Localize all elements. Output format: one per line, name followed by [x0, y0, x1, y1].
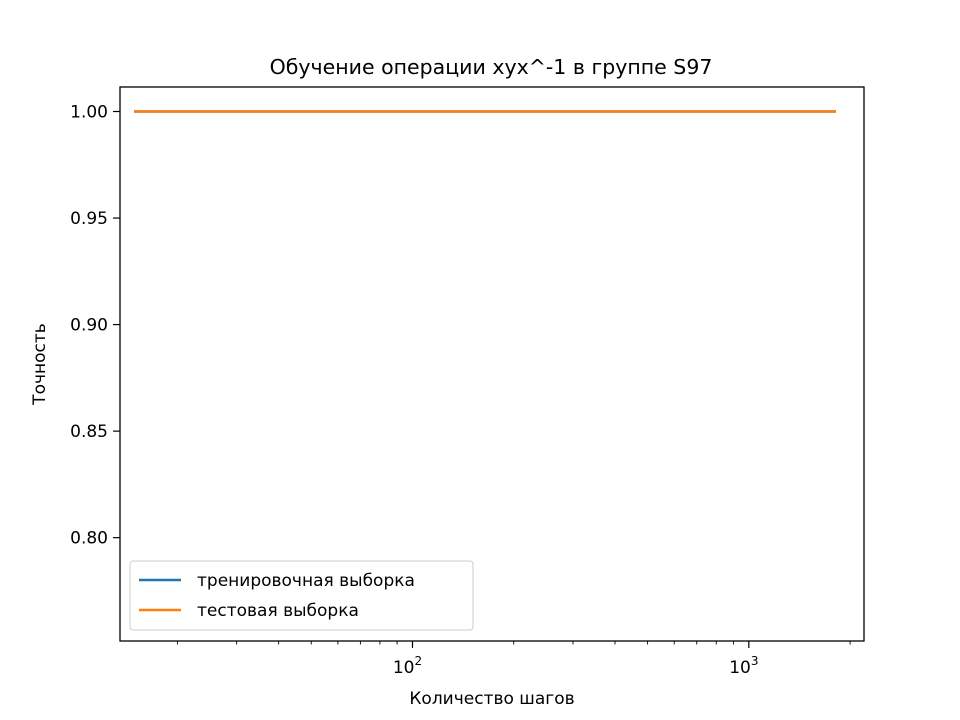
legend-label: тренировочная выборка [197, 571, 415, 591]
y-tick-label: 0.95 [70, 209, 108, 229]
y-tick-label: 0.80 [70, 529, 108, 549]
y-tick-label: 0.90 [70, 316, 108, 336]
legend: тренировочная выборка тестовая выборка [129, 560, 474, 631]
legend-box [129, 560, 474, 631]
legend-label: тестовая выборка [197, 601, 359, 621]
y-tick-label: 0.85 [70, 422, 108, 442]
x-axis-label: Количество шагов [409, 689, 574, 709]
x-tick-exponent: 3 [751, 654, 759, 668]
x-axis: 102 103 [176, 641, 851, 678]
y-axis: 0.80 0.85 0.90 0.95 1.00 [70, 103, 120, 549]
plot-area [119, 86, 865, 642]
x-tick-exponent: 2 [414, 654, 422, 668]
y-axis-label: Точность [30, 323, 50, 406]
chart-title: Обучение операции xyx^-1 в группе S97 [270, 55, 713, 79]
x-tick-label: 103 [729, 654, 758, 678]
plot-frame [119, 86, 865, 642]
y-tick-label: 1.00 [70, 103, 108, 123]
